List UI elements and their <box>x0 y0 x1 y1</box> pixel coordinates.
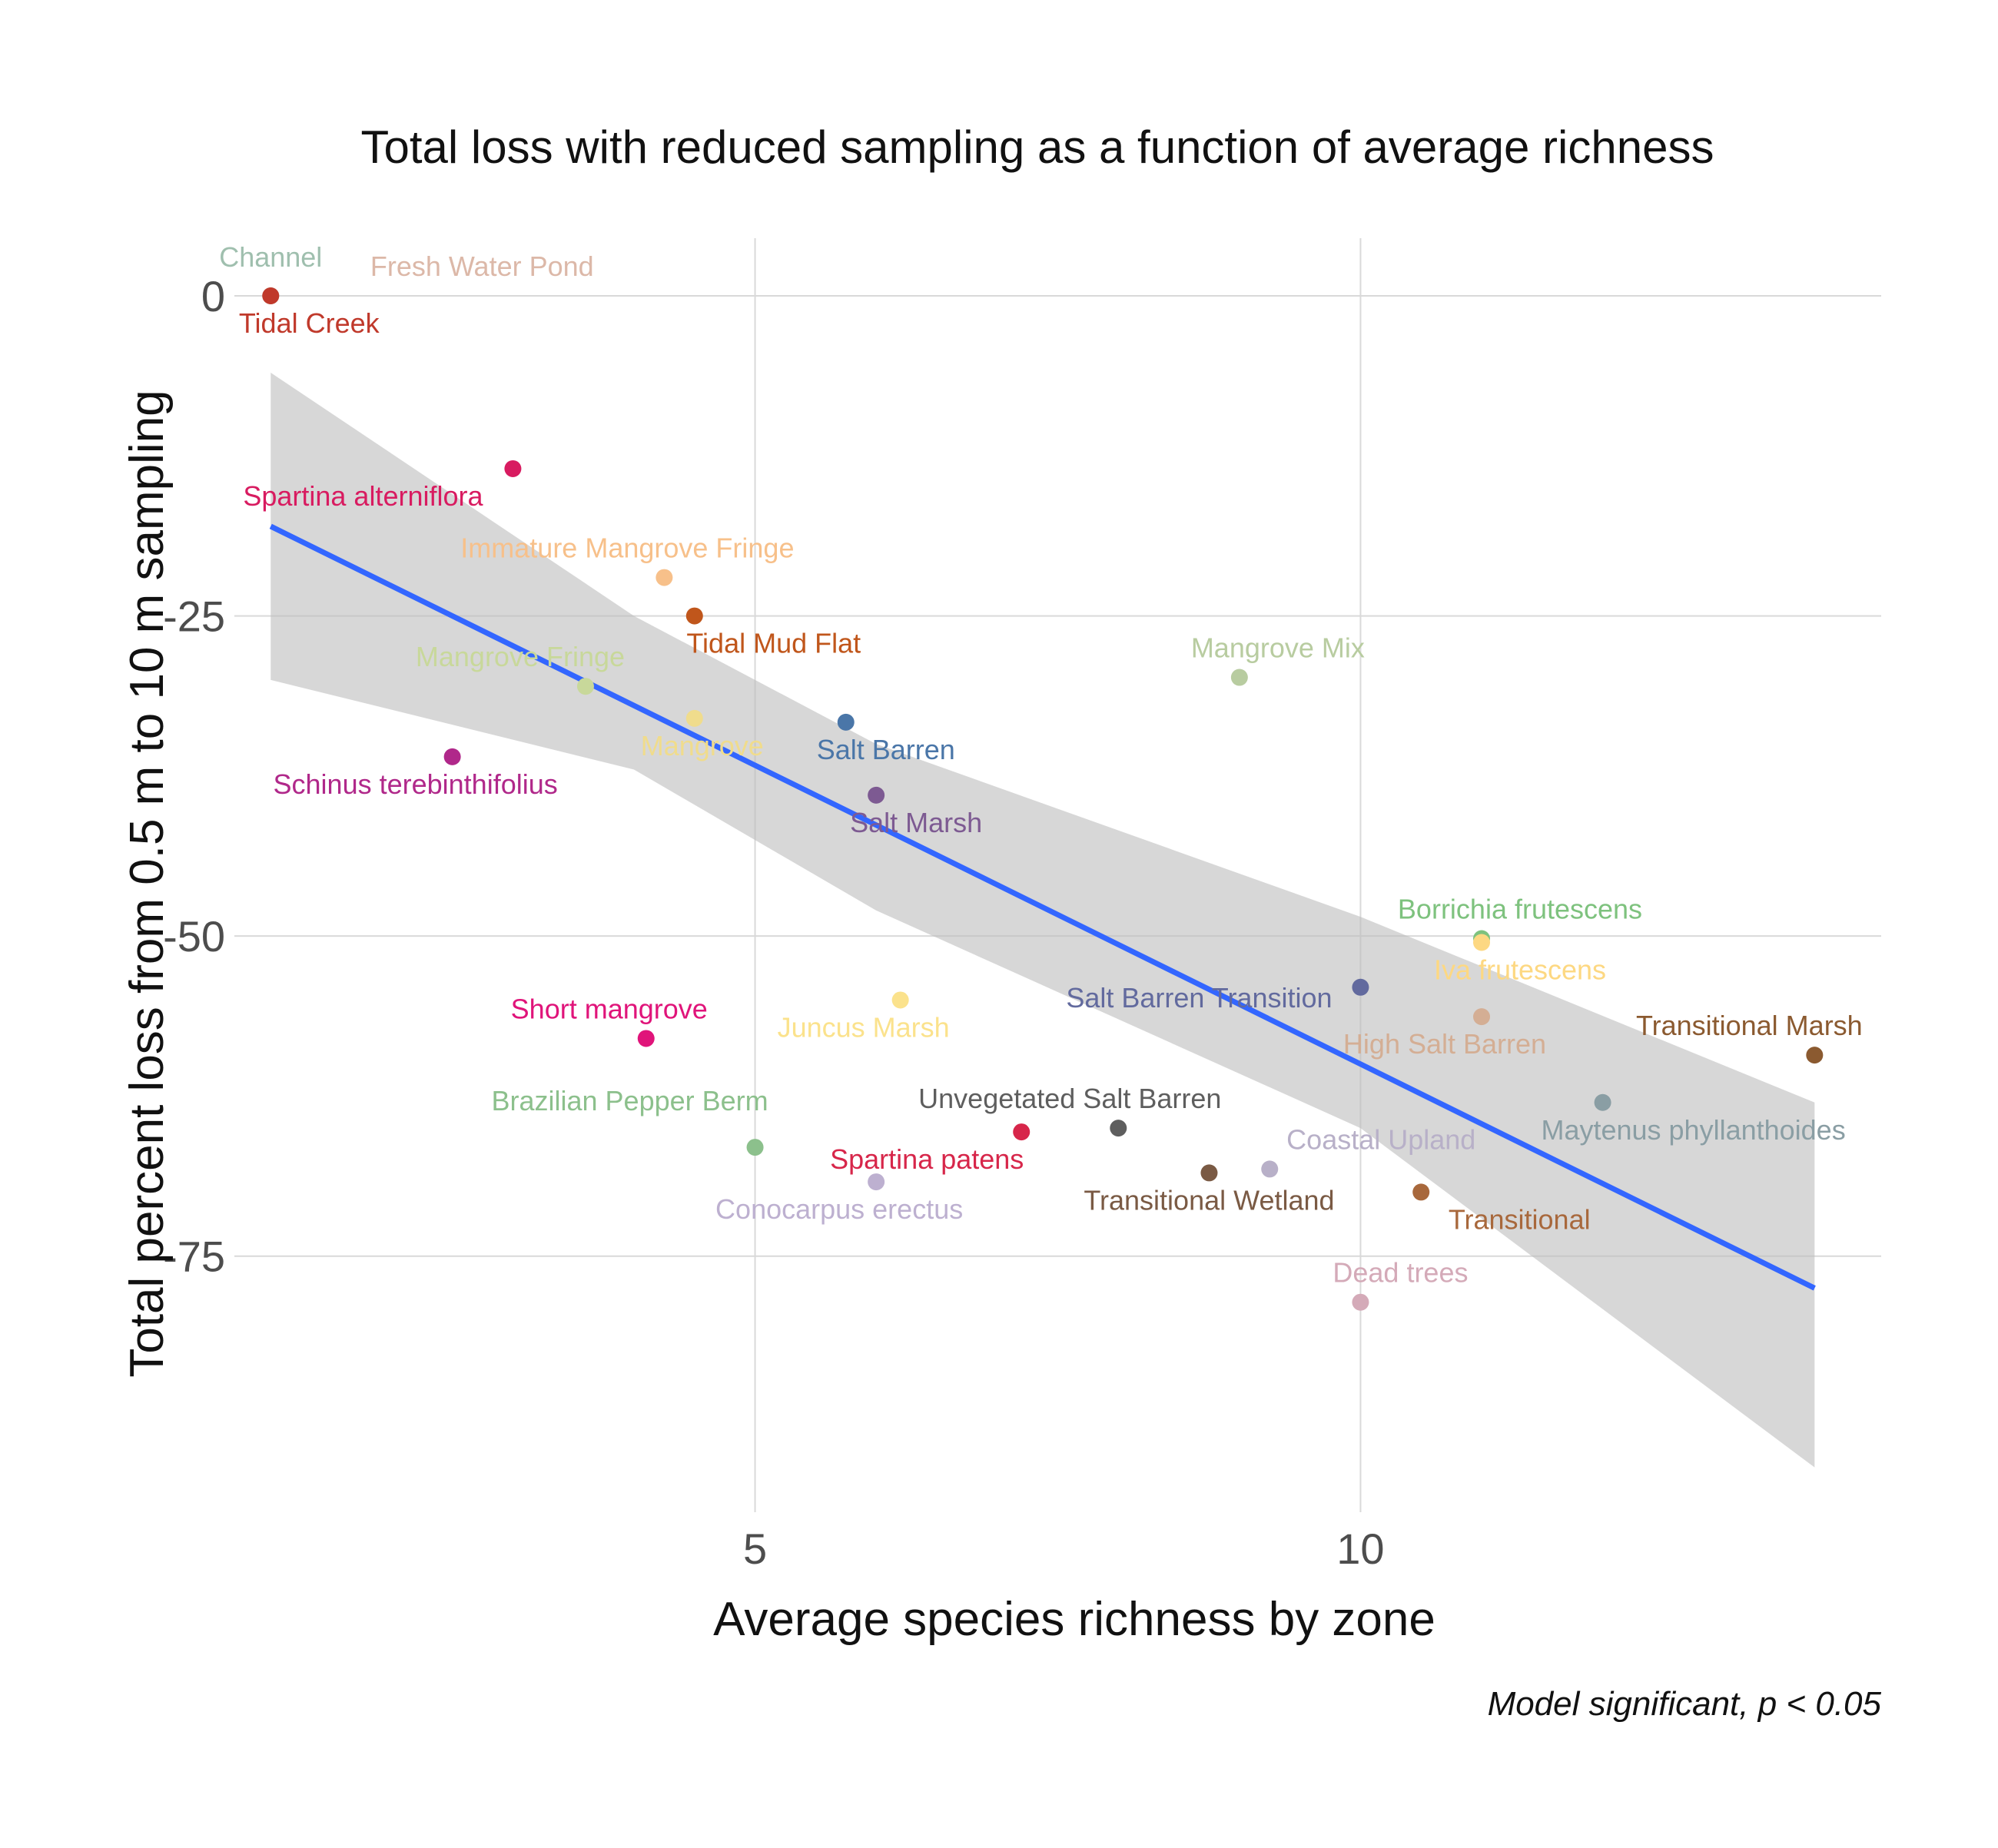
point-label: Transitional <box>1449 1203 1591 1235</box>
point-label: Transitional Marsh <box>1636 1010 1863 1041</box>
point-label: Borrichia frutescens <box>1398 893 1642 924</box>
data-point <box>262 287 280 304</box>
point-label: Conocarpus erectus <box>715 1193 963 1225</box>
data-point <box>1230 669 1248 686</box>
point-label: Mangrove <box>641 730 764 761</box>
point-label: Unvegetated Salt Barren <box>918 1083 1221 1114</box>
data-point <box>1110 1120 1127 1137</box>
confidence-band <box>270 372 1815 1468</box>
point-label: Dead trees <box>1333 1257 1468 1289</box>
point-label: Tidal Mud Flat <box>686 628 861 659</box>
point-label: Channel <box>219 241 322 273</box>
data-point <box>1352 1293 1369 1311</box>
data-point <box>1261 1160 1279 1178</box>
data-points <box>262 287 1824 1311</box>
point-label: Spartina patens <box>830 1143 1024 1175</box>
chart-caption: Model significant, p < 0.05 <box>1488 1685 1882 1723</box>
y-tick-label: 0 <box>201 272 225 320</box>
point-label: Immature Mangrove Fringe <box>460 533 794 564</box>
data-point <box>443 748 461 765</box>
point-label: Salt Barren <box>817 734 955 765</box>
data-point <box>837 713 855 731</box>
point-label: Schinus terebinthifolius <box>274 768 558 800</box>
point-label: Mangrove Fringe <box>416 641 625 672</box>
data-point <box>1352 978 1369 996</box>
data-point <box>1473 1008 1491 1026</box>
point-label: High Salt Barren <box>1343 1028 1546 1060</box>
data-point <box>891 991 909 1009</box>
data-point <box>1200 1164 1218 1182</box>
point-label: Juncus Marsh <box>778 1011 950 1043</box>
point-label: Tidal Creek <box>239 307 380 339</box>
data-point <box>576 678 594 695</box>
data-point <box>868 1173 885 1191</box>
x-tick-label: 5 <box>743 1525 767 1573</box>
point-label: Coastal Upland <box>1286 1123 1475 1155</box>
point-label: Transitional Wetland <box>1084 1184 1334 1216</box>
data-point <box>685 607 703 625</box>
data-point <box>637 1030 655 1047</box>
x-tick-label: 10 <box>1336 1525 1384 1573</box>
data-point <box>1412 1183 1430 1201</box>
data-point <box>504 460 522 477</box>
tick-labels: 0 -25 -50 -75 5 10 <box>163 272 1385 1573</box>
chart-title: Total loss with reduced sampling as a fu… <box>361 121 1714 173</box>
data-point <box>685 709 703 727</box>
point-labels: Channel Fresh Water Pond Tidal Creek Sparti… <box>219 241 1863 1289</box>
point-label: Salt Marsh <box>850 807 982 838</box>
data-point <box>655 569 673 586</box>
point-label: Short mangrove <box>511 993 708 1024</box>
fit-line-layer <box>269 523 1816 1291</box>
point-label: Mangrove Mix <box>1191 632 1365 664</box>
data-point <box>868 786 885 804</box>
point-label: Spartina alterniflora <box>243 480 483 512</box>
point-label: Salt Barren Transition <box>1066 982 1332 1014</box>
data-point <box>1013 1123 1031 1141</box>
y-tick-label: -25 <box>163 592 225 641</box>
data-point <box>1473 934 1491 951</box>
point-label: Fresh Water Pond <box>370 250 594 282</box>
data-point <box>1806 1047 1824 1064</box>
y-tick-label: -50 <box>163 912 225 960</box>
point-label: Maytenus phyllanthoides <box>1541 1114 1845 1146</box>
point-label: Iva frutescens <box>1434 954 1606 985</box>
y-tick-label: -75 <box>163 1233 225 1281</box>
x-axis-title: Average species richness by zone <box>713 1593 1435 1646</box>
y-axis-title: Total percent loss from 0.5 m to 10 m sa… <box>121 390 174 1377</box>
regression-line <box>269 523 1816 1291</box>
point-label: Brazilian Pepper Berm <box>491 1085 768 1116</box>
data-point <box>746 1139 764 1156</box>
confidence-band-layer <box>270 372 1815 1468</box>
data-point <box>1594 1093 1611 1111</box>
